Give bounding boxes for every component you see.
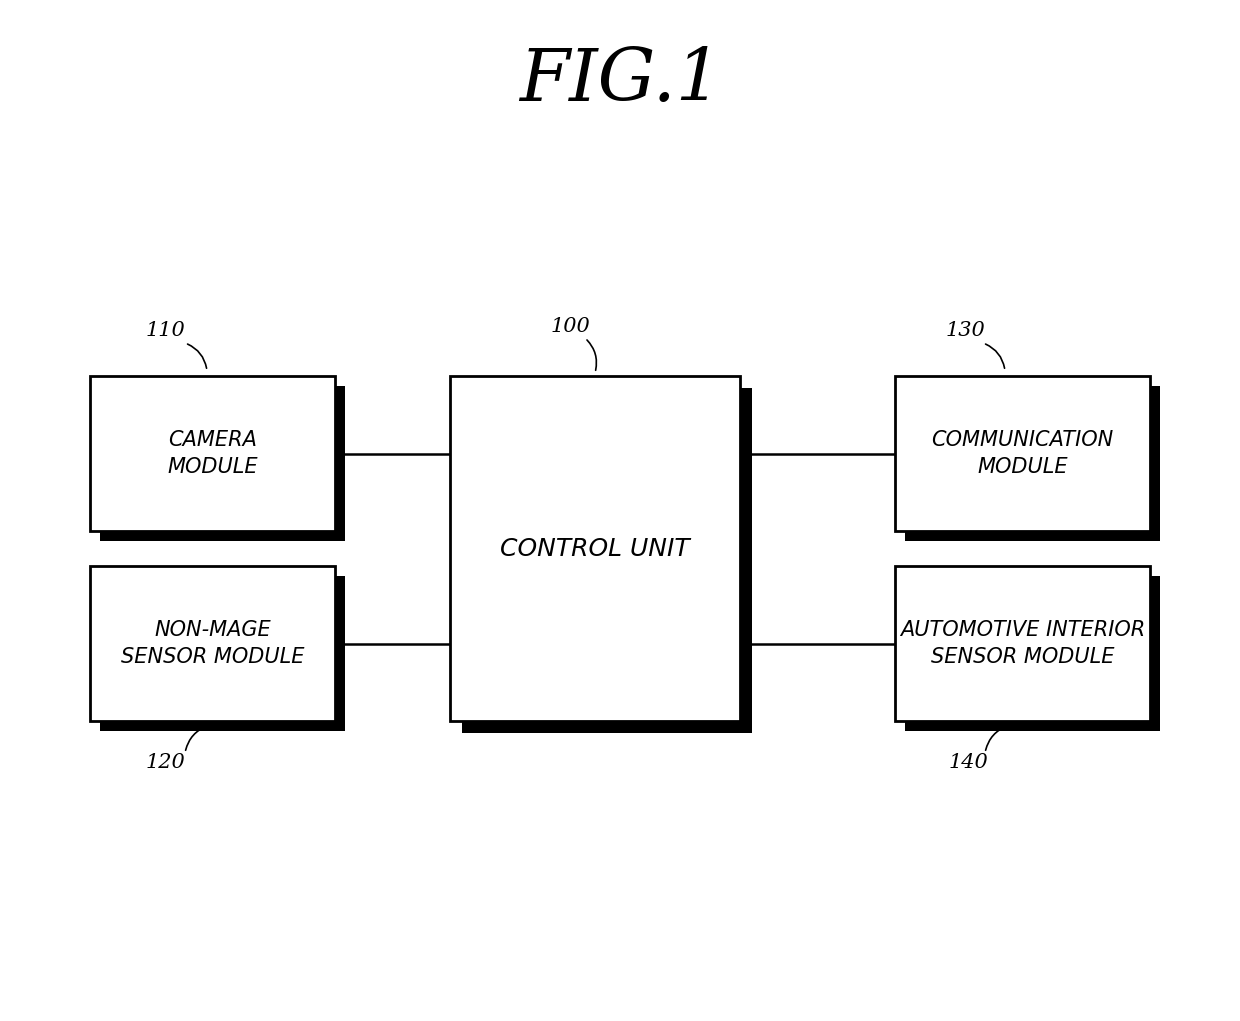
Bar xyxy=(895,566,1149,721)
Bar xyxy=(450,376,740,721)
Text: 130: 130 xyxy=(945,322,985,340)
Bar xyxy=(91,376,335,531)
Bar xyxy=(895,376,1149,531)
Polygon shape xyxy=(100,386,345,541)
Text: AUTOMOTIVE INTERIOR
SENSOR MODULE: AUTOMOTIVE INTERIOR SENSOR MODULE xyxy=(900,621,1145,667)
Polygon shape xyxy=(100,576,345,731)
Text: FIG.1: FIG.1 xyxy=(518,46,722,116)
Text: 100: 100 xyxy=(551,317,590,336)
Text: CONTROL UNIT: CONTROL UNIT xyxy=(500,536,689,561)
Text: 110: 110 xyxy=(145,322,185,340)
Polygon shape xyxy=(905,576,1159,731)
Polygon shape xyxy=(463,388,751,733)
Text: NON-MAGE
SENSOR MODULE: NON-MAGE SENSOR MODULE xyxy=(120,621,304,667)
Text: CAMERA
MODULE: CAMERA MODULE xyxy=(167,430,258,477)
Text: 140: 140 xyxy=(949,753,988,773)
Text: 120: 120 xyxy=(145,753,185,773)
Text: COMMUNICATION
MODULE: COMMUNICATION MODULE xyxy=(931,430,1114,477)
Polygon shape xyxy=(905,386,1159,541)
Bar xyxy=(91,566,335,721)
